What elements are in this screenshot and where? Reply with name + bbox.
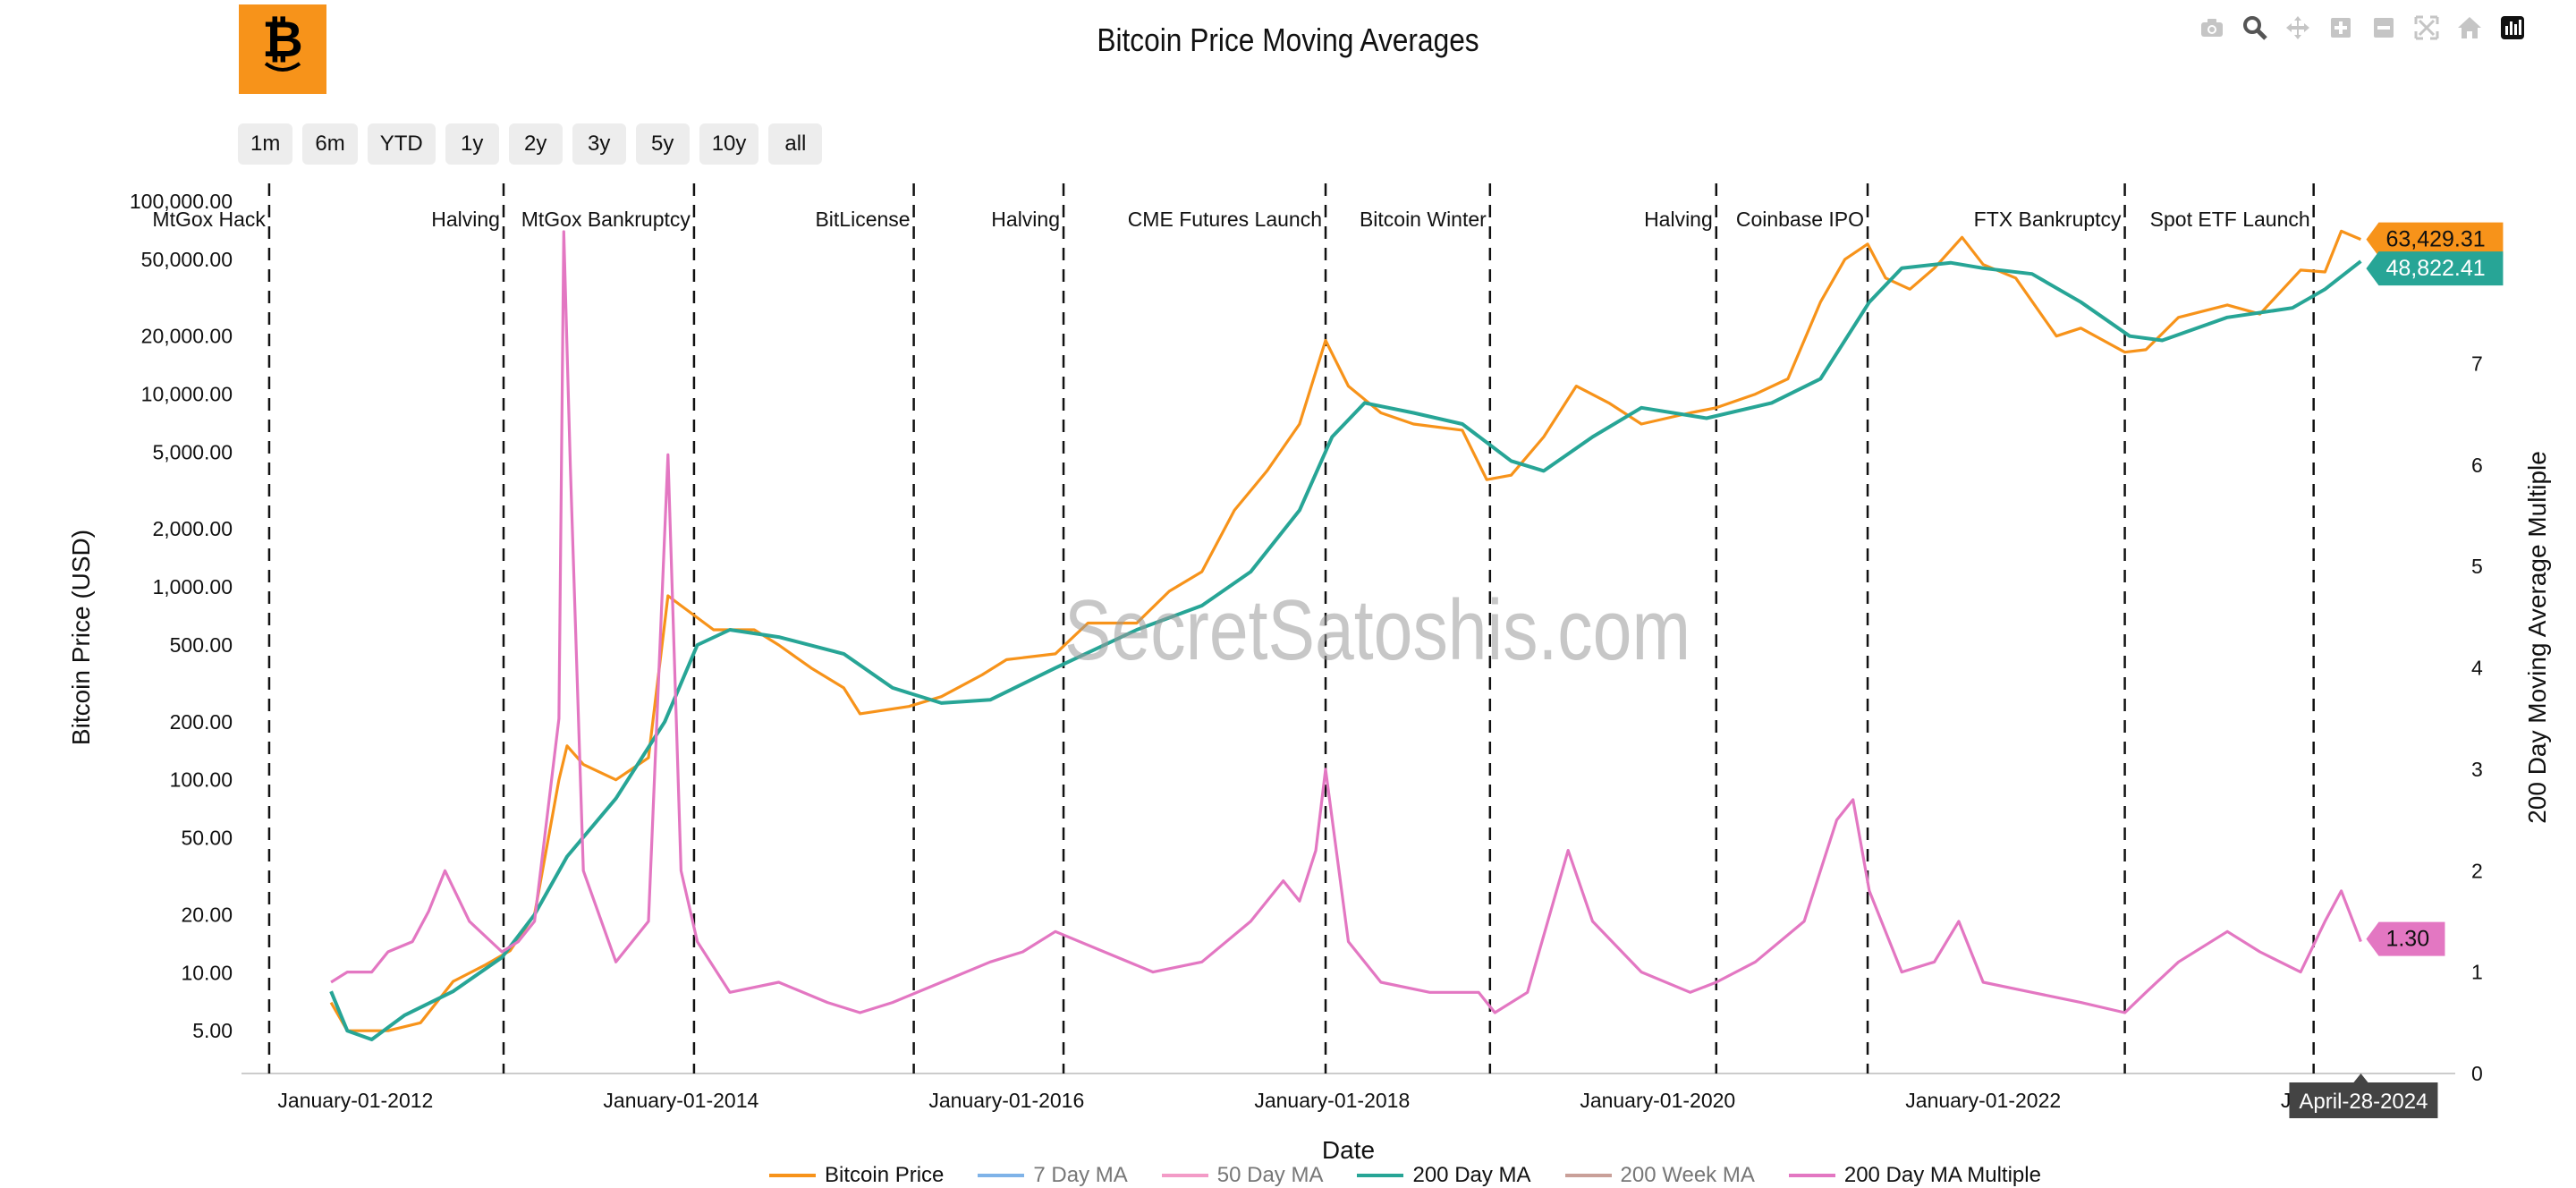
- legend-item-ma200w[interactable]: 200 Week MA: [1564, 1163, 1755, 1188]
- y2-tick-label: 2: [2471, 859, 2483, 882]
- range-button-3y[interactable]: 3y: [572, 123, 626, 165]
- legend-label: 200 Week MA: [1620, 1163, 1755, 1187]
- x-tick-label: January-01-2012: [277, 1089, 433, 1112]
- event-label: Spot ETF Launch: [2150, 208, 2310, 231]
- reset-axes-icon[interactable]: [2451, 9, 2488, 47]
- legend-swatch: [1788, 1174, 1835, 1177]
- y-tick-label: 5.00: [192, 1019, 233, 1042]
- legend-item-price[interactable]: Bitcoin Price: [769, 1163, 944, 1188]
- event-label: Bitcoin Winter: [1360, 208, 1487, 231]
- autoscale-icon[interactable]: [2408, 9, 2445, 47]
- y2-tick-label: 5: [2471, 555, 2483, 578]
- range-button-5y[interactable]: 5y: [635, 123, 690, 165]
- legend-label: Bitcoin Price: [825, 1163, 945, 1187]
- multiple-line: [330, 230, 2362, 1014]
- event-label: BitLicense: [815, 208, 910, 231]
- legend-item-ma200[interactable]: 200 Day MA: [1357, 1163, 1531, 1188]
- legend-swatch: [1564, 1174, 1612, 1177]
- x-tick-label: January-01-2022: [1905, 1089, 2061, 1112]
- range-button-1m[interactable]: 1m: [238, 123, 293, 165]
- y2-axis-title: 200 Day Moving Average Multiple: [2523, 451, 2551, 824]
- range-button-all[interactable]: all: [768, 123, 823, 165]
- legend-swatch: [769, 1174, 816, 1177]
- event-label: Halving: [431, 208, 500, 231]
- range-button-ytd[interactable]: YTD: [367, 123, 436, 165]
- camera-icon[interactable]: [2193, 9, 2231, 47]
- y2-tick-label: 1: [2471, 961, 2483, 984]
- y-tick-label: 20,000.00: [141, 325, 233, 348]
- y-axis-title: Bitcoin Price (USD): [67, 530, 95, 745]
- legend-item-ma50[interactable]: 50 Day MA: [1161, 1163, 1324, 1188]
- chart-legend: Bitcoin Price 7 Day MA 50 Day MA 200 Day MA…: [769, 1163, 2041, 1188]
- x-axis-title: Date: [1322, 1136, 1375, 1164]
- y2-tick-label: 0: [2471, 1062, 2483, 1085]
- legend-swatch: [1161, 1174, 1208, 1177]
- chart-title: Bitcoin Price Moving Averages: [1097, 21, 1479, 58]
- hover-date-pointer: [2353, 1073, 2368, 1082]
- multiple-badge-bg: [2366, 921, 2445, 956]
- ma200-badge: 48,822.41: [2385, 256, 2485, 281]
- price-badge-bg: [2366, 222, 2504, 257]
- x-tick-label: January-01-2020: [1580, 1089, 1735, 1112]
- zoom-in-icon[interactable]: [2322, 9, 2360, 47]
- y-tick-label: 20.00: [181, 903, 233, 926]
- y-tick-label: 200.00: [170, 710, 233, 734]
- price-badge: 63,429.31: [2385, 227, 2485, 252]
- hover-date-label: April-28-2024: [2299, 1090, 2428, 1114]
- legend-swatch: [1357, 1174, 1404, 1177]
- y2-tick-label: 4: [2471, 657, 2483, 680]
- y2-tick-label: 6: [2471, 454, 2483, 477]
- y-tick-label: 10.00: [181, 961, 233, 984]
- multiple-badge: 1.30: [2385, 927, 2429, 952]
- range-button-6m[interactable]: 6m: [302, 123, 358, 165]
- event-label: MtGox Bankruptcy: [521, 208, 691, 231]
- plotly-logo-icon[interactable]: [2494, 9, 2531, 47]
- legend-item-ma7[interactable]: 7 Day MA: [978, 1163, 1128, 1188]
- x-tick-label: January-01-2018: [1254, 1089, 1410, 1112]
- price-line: [329, 229, 2362, 1032]
- y2-tick-label: 3: [2471, 758, 2483, 781]
- x-tick-label: January-01-2014: [603, 1089, 758, 1112]
- plot-toolbar: [2193, 9, 2531, 47]
- legend-swatch: [978, 1174, 1025, 1177]
- legend-label: 200 Day MA: [1412, 1163, 1531, 1187]
- y-tick-label: 50,000.00: [141, 248, 233, 271]
- event-label: Halving: [991, 208, 1060, 231]
- y-tick-label: 5,000.00: [152, 440, 233, 463]
- y2-tick-label: 7: [2471, 352, 2483, 375]
- range-button-10y[interactable]: 10y: [699, 123, 759, 165]
- x-tick-label: January-01-2016: [928, 1089, 1084, 1112]
- y-tick-label: 100.00: [170, 768, 233, 792]
- event-label: Halving: [1644, 208, 1713, 231]
- legend-label: 50 Day MA: [1216, 1163, 1324, 1187]
- ma200-badge-bg: [2366, 251, 2504, 286]
- bitcoin-logo: ₿: [239, 4, 326, 94]
- y-tick-label: 100,000.00: [130, 190, 233, 213]
- event-label: CME Futures Launch: [1128, 208, 1322, 231]
- event-label: FTX Bankruptcy: [1974, 208, 2122, 231]
- y-tick-label: 10,000.00: [141, 383, 233, 406]
- y-tick-label: 2,000.00: [152, 517, 233, 540]
- y-tick-label: 50.00: [181, 827, 233, 850]
- event-label: MtGox Hack: [152, 208, 266, 231]
- legend-item-multiple[interactable]: 200 Day MA Multiple: [1788, 1163, 2041, 1188]
- svg-text:₿: ₿: [262, 11, 303, 69]
- event-label: Coinbase IPO: [1736, 208, 1864, 231]
- hover-date-bg: [2289, 1082, 2438, 1118]
- legend-label: 200 Day MA Multiple: [1843, 1163, 2041, 1187]
- range-button-2y[interactable]: 2y: [508, 123, 563, 165]
- range-selector: 1m 6m YTD 1y 2y 3y 5y 10y all: [238, 123, 823, 165]
- y-tick-label: 500.00: [170, 633, 233, 657]
- pan-icon[interactable]: [2279, 9, 2317, 47]
- range-button-1y[interactable]: 1y: [445, 123, 499, 165]
- zoom-icon[interactable]: [2236, 9, 2274, 47]
- y-tick-label: 1,000.00: [152, 575, 233, 598]
- legend-label: 7 Day MA: [1033, 1163, 1128, 1187]
- zoom-out-icon[interactable]: [2365, 9, 2402, 47]
